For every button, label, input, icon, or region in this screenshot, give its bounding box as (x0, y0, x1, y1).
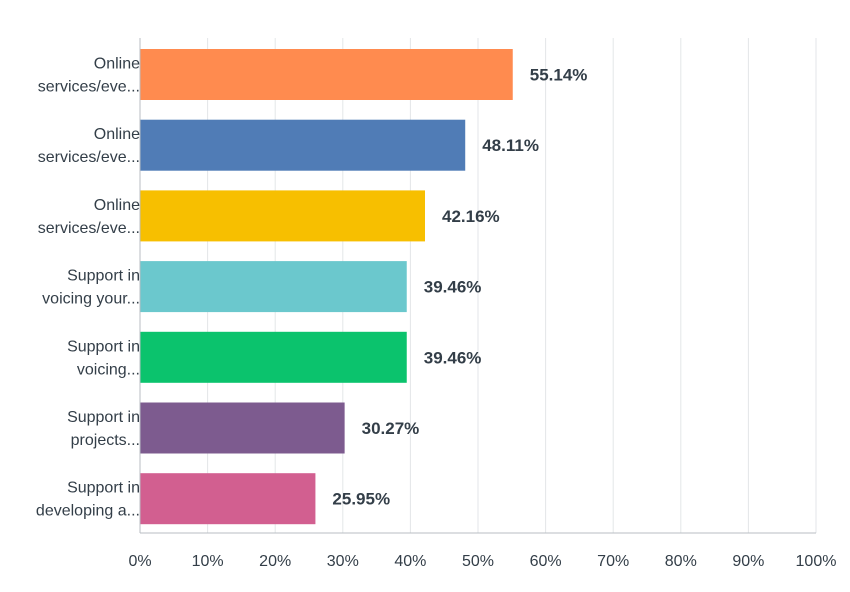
bar (140, 49, 513, 100)
x-tick-label: 40% (394, 553, 426, 570)
category-label: Online (94, 197, 140, 214)
x-tick-label: 20% (259, 553, 291, 570)
data-label: 30.27% (362, 419, 420, 438)
category-label: Support in (67, 268, 140, 285)
category-label: services/eve... (38, 149, 140, 166)
bars: 55.14% 48.11% 42.16% 39.46% 39.46% 30.27% 25.9… (140, 49, 588, 525)
x-tick-label: 60% (530, 553, 562, 570)
x-tick-label: 80% (665, 553, 697, 570)
data-label: 55.14% (530, 66, 588, 85)
x-axis: 0% 10% 20% 30% 40% 50% 60% 70% 80% 90% 100% (128, 38, 836, 570)
x-tick-label: 90% (732, 553, 764, 570)
bar (140, 190, 426, 242)
category-label: Support in (67, 338, 140, 355)
x-tick-label: 70% (597, 553, 629, 570)
bar (140, 261, 407, 313)
data-label: 25.95% (332, 490, 390, 509)
category-label: Support in (67, 480, 140, 497)
data-label: 48.11% (482, 136, 539, 155)
category-label: developing a... (36, 503, 140, 520)
bar (140, 331, 407, 383)
x-tick-label: 0% (128, 553, 151, 570)
bar (140, 473, 316, 525)
x-tick-label: 30% (327, 553, 359, 570)
bar (140, 119, 466, 171)
data-label: 42.16% (442, 207, 500, 226)
data-label: 39.46% (424, 348, 482, 367)
category-label: Online (94, 56, 140, 73)
category-label: services/eve... (38, 79, 140, 96)
x-tick-label: 100% (796, 553, 837, 570)
category-label: Online (94, 126, 140, 143)
x-tick-label: 50% (462, 553, 494, 570)
category-label: voicing your... (42, 291, 140, 308)
category-labels: Online services/eve... Online services/eve.… (36, 56, 140, 520)
category-label: voicing... (77, 361, 140, 378)
bar (140, 402, 345, 454)
category-label: Support in (67, 409, 140, 426)
data-label: 39.46% (424, 278, 482, 297)
category-label: projects... (71, 432, 140, 449)
category-label: services/eve... (38, 220, 140, 237)
x-tick-label: 10% (192, 553, 224, 570)
